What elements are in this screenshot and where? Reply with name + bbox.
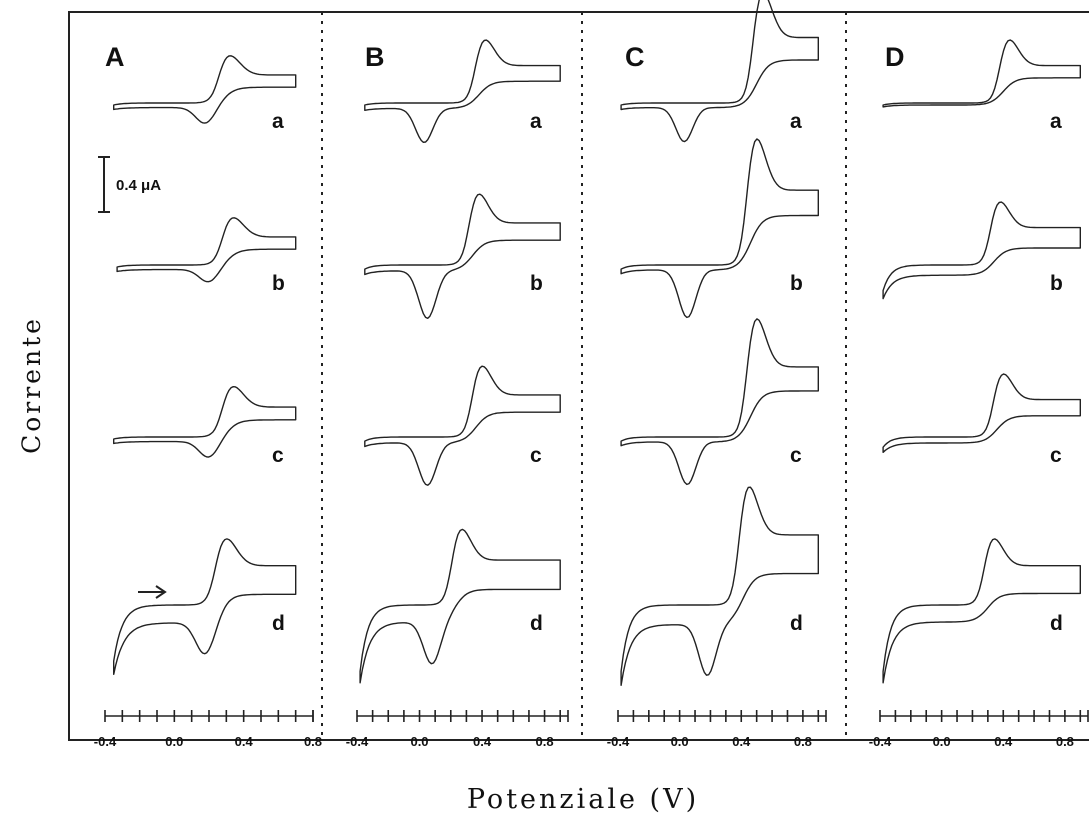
cv-curve-dd: [882, 538, 1081, 684]
x-tick-label: 0.0: [671, 734, 689, 749]
panels: A -0.4 0.0 0.4 0.8 a b c d B -0.4 0.0 0.4 0.8 a b c d C -0.…: [94, 0, 1089, 749]
curve-label: a: [530, 110, 542, 133]
curve-label: b: [530, 272, 543, 295]
cv-curve-cb: [620, 138, 819, 319]
panel-separators: [321, 12, 847, 740]
y-axis-label: Corrente: [17, 316, 46, 454]
figure-frame: [68, 11, 1089, 741]
cv-curve-da: [882, 39, 1081, 108]
curve-label: a: [790, 110, 802, 133]
x-tick-label: -0.4: [346, 734, 369, 749]
x-tick-label: -0.4: [869, 734, 892, 749]
scale-bar: 0.4 μA: [98, 156, 161, 213]
curve-label: b: [790, 272, 803, 295]
panel-label: B: [365, 42, 385, 72]
x-tick-label: 0.0: [933, 734, 951, 749]
scan-direction-arrow: [138, 585, 167, 599]
curve-label: d: [272, 612, 285, 635]
curve-label: b: [272, 272, 285, 295]
cv-curve-cc: [620, 318, 819, 486]
x-axis-label: Potenziale (V): [467, 784, 699, 815]
panel-b: B -0.4 0.0 0.4 0.8 a b c d: [346, 39, 569, 749]
x-tick-label: 0.4: [732, 734, 751, 749]
x-tick-label: 0.8: [536, 734, 554, 749]
arrow-head: [155, 585, 167, 599]
cv-curve-ac: [113, 386, 297, 458]
cv-curve-bb: [364, 193, 561, 319]
curve-label: c: [1050, 444, 1062, 467]
cv-curve-bc: [364, 365, 561, 486]
curve-label: b: [1050, 272, 1063, 295]
panel-d: D -0.4 0.0 0.4 0.8 a b c d: [869, 39, 1089, 749]
x-tick-label: 0.4: [235, 734, 254, 749]
scale-bar-label: 0.4 μA: [116, 177, 161, 194]
curve-label: d: [530, 612, 543, 635]
cv-curve-cd: [620, 486, 819, 686]
curve-label: d: [1050, 612, 1063, 635]
x-tick-label: 0.4: [473, 734, 492, 749]
cv-curve-ba: [364, 39, 561, 143]
cv-curve-dc: [882, 373, 1081, 453]
cv-curve-bd: [359, 528, 561, 684]
panel-a: A -0.4 0.0 0.4 0.8 a b c d: [94, 42, 322, 749]
x-tick-label: -0.4: [94, 734, 117, 749]
curve-label: d: [790, 612, 803, 635]
curve-label: c: [272, 444, 284, 467]
cv-curve-ab: [116, 217, 297, 283]
panel-c: C -0.4 0.0 0.4 0.8 a b c d: [607, 0, 827, 749]
x-tick-label: -0.4: [607, 734, 630, 749]
x-tick-label: 0.4: [994, 734, 1013, 749]
curve-label: a: [272, 110, 284, 133]
panel-label: C: [625, 42, 645, 72]
cv-curve-ad: [113, 538, 297, 675]
cv-curve-aa: [113, 55, 297, 124]
panel-label: A: [105, 42, 125, 72]
curve-label: c: [790, 444, 802, 467]
curve-label: a: [1050, 110, 1062, 133]
x-tick-label: 0.0: [165, 734, 183, 749]
cv-curve-ca: [620, 0, 819, 143]
x-tick-label: 0.8: [1056, 734, 1074, 749]
cv-curve-db: [882, 201, 1081, 300]
x-tick-label: 0.8: [794, 734, 812, 749]
curve-label: c: [530, 444, 542, 467]
x-tick-label: 0.8: [304, 734, 322, 749]
x-tick-label: 0.0: [410, 734, 428, 749]
panel-label: D: [885, 42, 905, 72]
